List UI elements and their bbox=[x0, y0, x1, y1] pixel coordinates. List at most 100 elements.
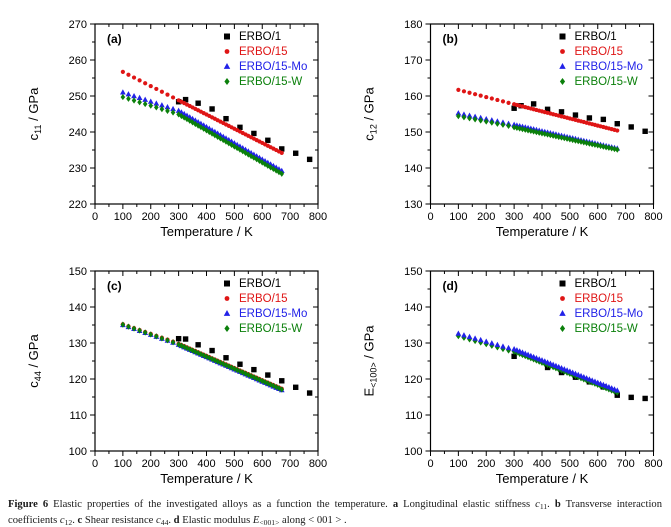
svg-text:270: 270 bbox=[69, 19, 87, 31]
svg-text:130: 130 bbox=[404, 199, 422, 211]
svg-text:200: 200 bbox=[477, 458, 495, 470]
svg-text:250: 250 bbox=[69, 91, 87, 103]
svg-text:100: 100 bbox=[69, 446, 87, 458]
svg-text:130: 130 bbox=[404, 338, 422, 350]
svg-text:800: 800 bbox=[644, 458, 662, 470]
svg-text:ERBO/1: ERBO/1 bbox=[575, 31, 617, 43]
svg-text:ERBO/15: ERBO/15 bbox=[575, 46, 624, 58]
caption-text: Shear resistance bbox=[82, 514, 157, 526]
series-ERBO/15-W bbox=[456, 113, 620, 153]
svg-text:600: 600 bbox=[253, 211, 271, 223]
svg-text:ERBO/15-W: ERBO/15-W bbox=[239, 323, 302, 335]
svg-text:230: 230 bbox=[69, 163, 87, 175]
svg-text:200: 200 bbox=[142, 211, 160, 223]
caption-text: Transverse interaction coefficients bbox=[8, 499, 662, 526]
y-axis-label: E<100> / GPa bbox=[362, 325, 379, 397]
svg-text:300: 300 bbox=[169, 211, 187, 223]
chart-panel-b: 0 100 200 300 400 500 600 700 800 130 140 150 160 170… bbox=[362, 19, 663, 239]
svg-text:300: 300 bbox=[169, 458, 187, 470]
series-ERBO/15-Mo bbox=[455, 330, 621, 393]
svg-text:ERBO/15: ERBO/15 bbox=[239, 293, 288, 305]
caption-text: c bbox=[535, 499, 540, 510]
svg-text:150: 150 bbox=[404, 266, 422, 278]
svg-text:(b): (b) bbox=[443, 32, 458, 46]
svg-text:200: 200 bbox=[142, 458, 160, 470]
caption-text: 44 bbox=[160, 517, 169, 527]
legend: ERBO/1 ERBO/15 ERBO/15-Mo ERBO/15-W bbox=[559, 31, 643, 88]
svg-text:110: 110 bbox=[405, 410, 423, 422]
svg-text:500: 500 bbox=[225, 458, 243, 470]
svg-text:140: 140 bbox=[69, 302, 87, 314]
svg-text:0: 0 bbox=[92, 211, 98, 223]
svg-text:800: 800 bbox=[309, 211, 327, 223]
caption-text: <001> bbox=[259, 517, 280, 527]
svg-text:ERBO/15-Mo: ERBO/15-Mo bbox=[239, 308, 307, 320]
svg-text:200: 200 bbox=[477, 211, 495, 223]
caption-text: c bbox=[156, 514, 161, 526]
caption-text: . bbox=[547, 499, 555, 510]
svg-text:160: 160 bbox=[404, 91, 422, 103]
chart-panel-d: 0 100 200 300 400 500 600 700 800 100 110 120 130 140… bbox=[362, 266, 663, 486]
svg-text:220: 220 bbox=[69, 199, 87, 211]
figure-caption: Figure 6 Elastic properties of the inves… bbox=[0, 494, 671, 527]
svg-text:400: 400 bbox=[533, 458, 551, 470]
svg-text:0: 0 bbox=[427, 458, 433, 470]
svg-text:700: 700 bbox=[616, 211, 634, 223]
svg-text:300: 300 bbox=[505, 458, 523, 470]
chart-panel-c: 0 100 200 300 400 500 600 700 800 100 110 120 130 140… bbox=[26, 266, 327, 486]
chart-panel-a: 0 100 200 300 400 500 600 700 800 220 230 240 250 260… bbox=[26, 19, 327, 239]
svg-text:Temperature / K: Temperature / K bbox=[496, 224, 589, 239]
svg-text:0: 0 bbox=[427, 211, 433, 223]
svg-text:240: 240 bbox=[69, 127, 87, 139]
svg-text:600: 600 bbox=[589, 458, 607, 470]
svg-text:600: 600 bbox=[589, 211, 607, 223]
caption-text: . bbox=[72, 514, 78, 526]
svg-text:ERBO/15-W: ERBO/15-W bbox=[575, 323, 638, 335]
svg-text:ERBO/1: ERBO/1 bbox=[239, 31, 281, 43]
svg-text:100: 100 bbox=[449, 458, 467, 470]
svg-text:100: 100 bbox=[449, 211, 467, 223]
svg-text:150: 150 bbox=[69, 266, 87, 278]
svg-text:260: 260 bbox=[69, 55, 87, 67]
svg-text:800: 800 bbox=[644, 211, 662, 223]
svg-text:120: 120 bbox=[69, 374, 87, 386]
caption-text: . bbox=[168, 514, 174, 526]
svg-text:110: 110 bbox=[69, 410, 87, 422]
caption-text: c bbox=[59, 514, 65, 526]
series-ERBO/1 bbox=[175, 335, 313, 396]
svg-text:300: 300 bbox=[505, 211, 523, 223]
svg-text:Temperature / K: Temperature / K bbox=[160, 471, 253, 486]
caption-text: b bbox=[554, 499, 561, 510]
caption-text: 12 bbox=[64, 517, 73, 527]
series-ERBO/15 bbox=[456, 87, 620, 133]
svg-text:ERBO/1: ERBO/1 bbox=[575, 278, 617, 290]
svg-text:100: 100 bbox=[404, 446, 422, 458]
svg-text:(a): (a) bbox=[107, 32, 122, 46]
svg-text:0: 0 bbox=[92, 458, 98, 470]
svg-text:500: 500 bbox=[561, 211, 579, 223]
caption-text: Figure 6 bbox=[8, 499, 49, 510]
svg-text:180: 180 bbox=[404, 19, 422, 31]
svg-text:400: 400 bbox=[197, 211, 215, 223]
y-axis-label: c44 / GPa bbox=[26, 334, 43, 388]
svg-text:Temperature / K: Temperature / K bbox=[496, 471, 589, 486]
svg-text:500: 500 bbox=[225, 211, 243, 223]
svg-text:120: 120 bbox=[404, 374, 422, 386]
legend: ERBO/1 ERBO/15 ERBO/15-Mo ERBO/15-W bbox=[223, 31, 307, 88]
series-ERBO/15-W bbox=[120, 93, 285, 177]
svg-text:ERBO/15-Mo: ERBO/15-Mo bbox=[575, 308, 643, 320]
svg-text:(c): (c) bbox=[107, 279, 122, 293]
svg-text:(d): (d) bbox=[443, 279, 458, 293]
svg-text:150: 150 bbox=[404, 127, 422, 139]
svg-text:400: 400 bbox=[197, 458, 215, 470]
caption-text: Elastic modulus bbox=[179, 514, 253, 526]
svg-text:ERBO/15: ERBO/15 bbox=[239, 46, 288, 58]
caption-text: 11 bbox=[539, 501, 548, 511]
caption-text: a bbox=[392, 499, 399, 510]
svg-text:600: 600 bbox=[253, 458, 271, 470]
svg-text:ERBO/15: ERBO/15 bbox=[575, 293, 624, 305]
caption-text: d bbox=[173, 514, 180, 526]
svg-text:700: 700 bbox=[281, 211, 299, 223]
y-axis-label: c11 / GPa bbox=[26, 87, 43, 140]
